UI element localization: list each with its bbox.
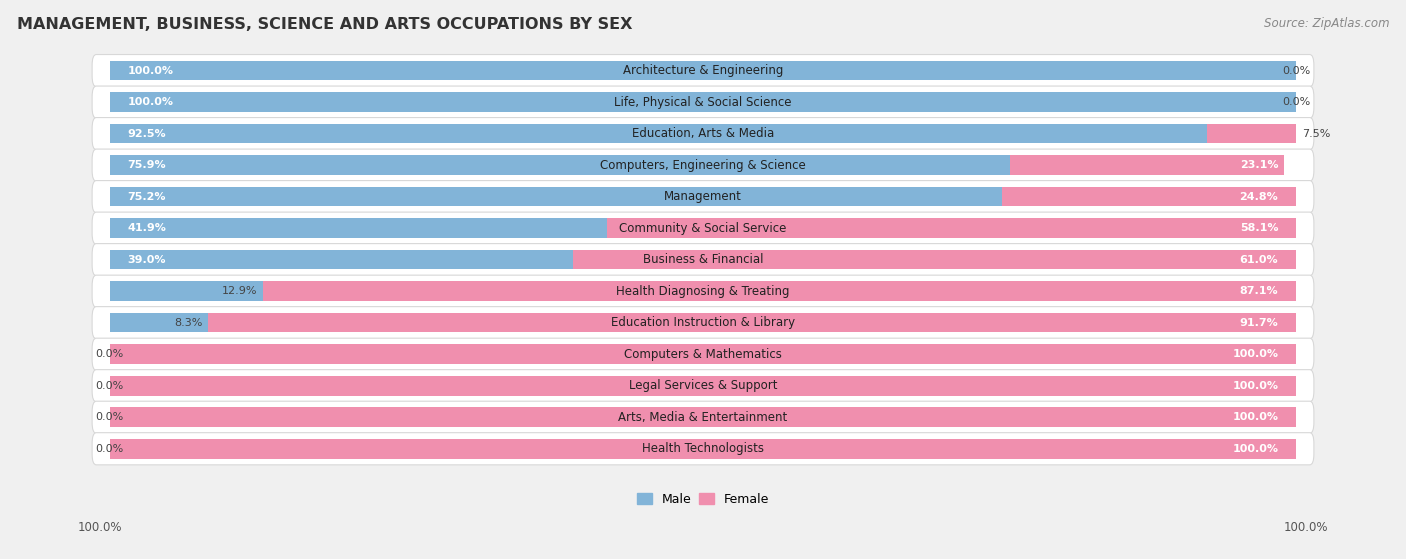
FancyBboxPatch shape: [93, 212, 1313, 244]
Bar: [110, 61, 1296, 80]
Bar: [607, 219, 1296, 238]
Text: Architecture & Engineering: Architecture & Engineering: [623, 64, 783, 77]
Bar: [1002, 187, 1296, 206]
Text: Legal Services & Support: Legal Services & Support: [628, 379, 778, 392]
Text: 0.0%: 0.0%: [1282, 65, 1310, 75]
Text: Source: ZipAtlas.com: Source: ZipAtlas.com: [1264, 17, 1389, 30]
Text: MANAGEMENT, BUSINESS, SCIENCE AND ARTS OCCUPATIONS BY SEX: MANAGEMENT, BUSINESS, SCIENCE AND ARTS O…: [17, 17, 633, 32]
Text: 100.0%: 100.0%: [1232, 349, 1278, 359]
Text: Community & Social Service: Community & Social Service: [619, 222, 787, 235]
Text: 75.9%: 75.9%: [128, 160, 166, 170]
Text: 24.8%: 24.8%: [1240, 192, 1278, 202]
FancyBboxPatch shape: [93, 181, 1313, 213]
Text: 100.0%: 100.0%: [128, 65, 174, 75]
Bar: [263, 281, 1296, 301]
Text: 100.0%: 100.0%: [77, 521, 122, 534]
Text: Life, Physical & Social Science: Life, Physical & Social Science: [614, 96, 792, 108]
Text: 0.0%: 0.0%: [1282, 97, 1310, 107]
FancyBboxPatch shape: [93, 307, 1313, 339]
Text: Management: Management: [664, 190, 742, 203]
Bar: [110, 219, 607, 238]
FancyBboxPatch shape: [93, 55, 1313, 87]
Text: Health Technologists: Health Technologists: [643, 442, 763, 455]
Text: 92.5%: 92.5%: [128, 129, 166, 139]
Bar: [110, 281, 263, 301]
Text: 7.5%: 7.5%: [1302, 129, 1330, 139]
Text: 61.0%: 61.0%: [1240, 255, 1278, 264]
FancyBboxPatch shape: [93, 433, 1313, 465]
Bar: [110, 439, 1296, 458]
Legend: Male, Female: Male, Female: [631, 488, 775, 511]
Text: 87.1%: 87.1%: [1240, 286, 1278, 296]
Bar: [1208, 124, 1296, 144]
Bar: [110, 376, 1296, 396]
Text: 100.0%: 100.0%: [1232, 412, 1278, 422]
Text: 91.7%: 91.7%: [1240, 318, 1278, 328]
Bar: [572, 250, 1296, 269]
Text: 100.0%: 100.0%: [1232, 381, 1278, 391]
Text: 100.0%: 100.0%: [128, 97, 174, 107]
Text: 41.9%: 41.9%: [128, 223, 166, 233]
Text: 100.0%: 100.0%: [1232, 444, 1278, 454]
Bar: [110, 187, 1002, 206]
Bar: [110, 124, 1208, 144]
Text: 0.0%: 0.0%: [96, 444, 124, 454]
Text: Education, Arts & Media: Education, Arts & Media: [631, 127, 775, 140]
Text: 0.0%: 0.0%: [96, 412, 124, 422]
Text: 39.0%: 39.0%: [128, 255, 166, 264]
Bar: [110, 92, 1296, 112]
FancyBboxPatch shape: [93, 86, 1313, 118]
Bar: [110, 408, 1296, 427]
FancyBboxPatch shape: [93, 275, 1313, 307]
Text: 8.3%: 8.3%: [174, 318, 202, 328]
Bar: [110, 344, 1296, 364]
Text: 75.2%: 75.2%: [128, 192, 166, 202]
Text: Education Instruction & Library: Education Instruction & Library: [612, 316, 794, 329]
Text: 23.1%: 23.1%: [1240, 160, 1278, 170]
Bar: [1011, 155, 1284, 175]
Text: Arts, Media & Entertainment: Arts, Media & Entertainment: [619, 411, 787, 424]
FancyBboxPatch shape: [93, 244, 1313, 276]
Bar: [110, 250, 572, 269]
Text: Computers, Engineering & Science: Computers, Engineering & Science: [600, 159, 806, 172]
Text: 0.0%: 0.0%: [96, 349, 124, 359]
FancyBboxPatch shape: [93, 401, 1313, 433]
Text: Computers & Mathematics: Computers & Mathematics: [624, 348, 782, 361]
FancyBboxPatch shape: [93, 369, 1313, 402]
Text: Health Diagnosing & Treating: Health Diagnosing & Treating: [616, 285, 790, 298]
Bar: [208, 313, 1296, 333]
Bar: [110, 155, 1011, 175]
Text: Business & Financial: Business & Financial: [643, 253, 763, 266]
Bar: [110, 313, 208, 333]
FancyBboxPatch shape: [93, 338, 1313, 370]
FancyBboxPatch shape: [93, 149, 1313, 181]
Text: 12.9%: 12.9%: [222, 286, 257, 296]
Text: 0.0%: 0.0%: [96, 381, 124, 391]
FancyBboxPatch shape: [93, 117, 1313, 150]
Text: 58.1%: 58.1%: [1240, 223, 1278, 233]
Text: 100.0%: 100.0%: [1284, 521, 1329, 534]
